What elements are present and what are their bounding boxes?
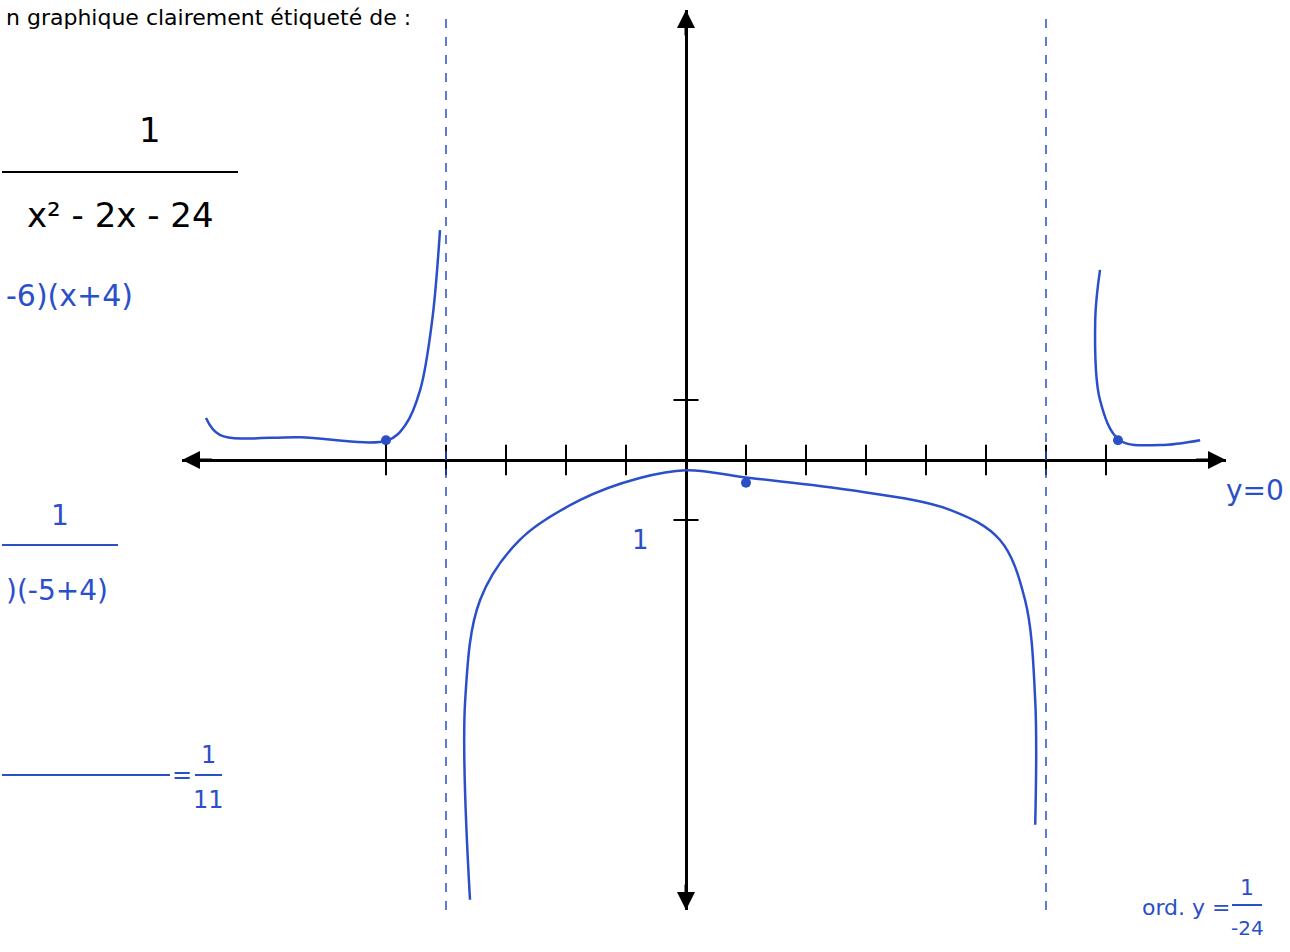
svg-text:y=0: y=0 (1226, 474, 1284, 507)
svg-text:x² - 2x - 24: x² - 2x - 24 (27, 195, 214, 235)
svg-text:1: 1 (201, 741, 216, 769)
svg-text:=: = (172, 761, 192, 789)
svg-text:)(-5+4): )(-5+4) (6, 574, 108, 607)
svg-text:-6)(x+4): -6)(x+4) (6, 278, 133, 313)
svg-text:1: 1 (51, 499, 69, 532)
svg-text:1: 1 (1240, 875, 1254, 900)
svg-text:1: 1 (632, 525, 649, 555)
svg-text:n graphique clairement étiquet: n graphique clairement étiqueté de : (6, 5, 411, 30)
svg-text:11: 11 (193, 786, 224, 814)
svg-text:-24: -24 (1231, 916, 1264, 940)
svg-text:1: 1 (139, 110, 161, 150)
svg-text:ord. y =: ord. y = (1142, 895, 1231, 920)
